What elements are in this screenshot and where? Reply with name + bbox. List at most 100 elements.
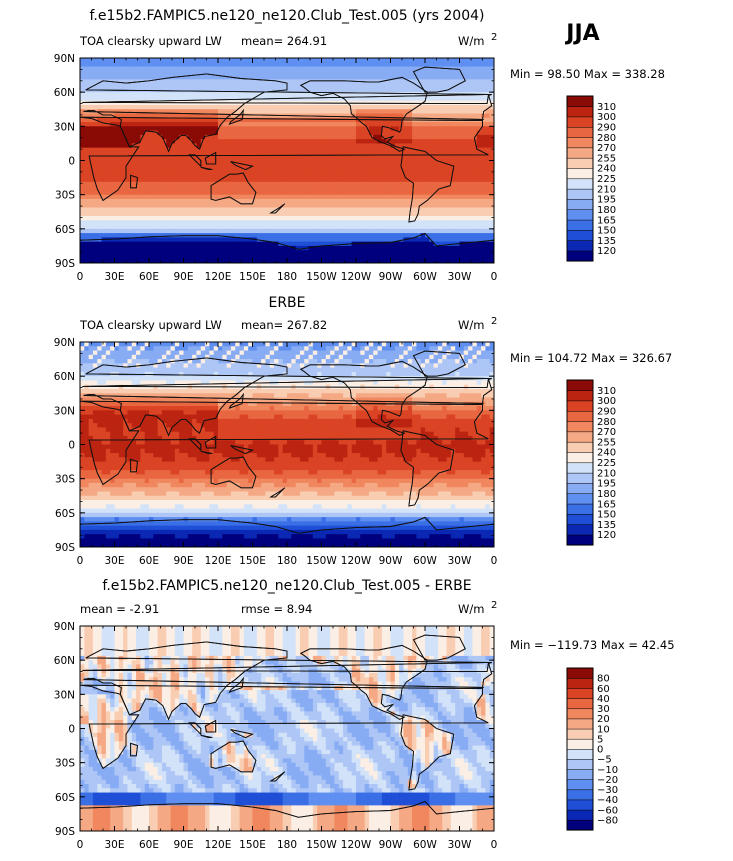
x-tick-label: 120E: [205, 271, 232, 283]
y-tick-label: 0: [68, 156, 75, 168]
colorbar-box: [566, 250, 594, 262]
colorbar-box: [566, 462, 594, 474]
colorbar-box: [566, 799, 594, 811]
colorbar-box: [566, 95, 594, 107]
colorbar-label: −30: [597, 785, 618, 796]
coastline: [269, 771, 286, 782]
colorbar-label: 255: [597, 153, 616, 164]
panel-units-sup: 2: [491, 600, 497, 611]
x-tick-label: 90E: [174, 839, 194, 851]
y-tick-label: 30N: [54, 689, 75, 701]
x-tick-label: 60E: [139, 271, 159, 283]
colorbar-label: 165: [597, 499, 616, 510]
y-tick-label: 90N: [54, 53, 75, 65]
x-tick-label: 180: [277, 271, 297, 283]
colorbar-box: [566, 219, 594, 231]
panel-3: f.e15b2.FAMPIC5.ne120_ne120.Club_Test.00…: [54, 578, 675, 851]
colorbar-box: [566, 698, 594, 710]
colorbar-box: [566, 482, 594, 494]
x-tick-label: 90E: [174, 271, 194, 283]
colorbar-label: −5: [597, 755, 612, 766]
x-tick-label: 30W: [448, 839, 472, 851]
coastline: [80, 516, 494, 547]
colorbar-box: [566, 441, 594, 453]
colorbar-label: 120: [597, 246, 616, 257]
colorbar-label: −20: [597, 775, 618, 786]
colorbar-box: [566, 178, 594, 190]
colorbar-label: 165: [597, 215, 616, 226]
x-tick-label: 180: [277, 839, 297, 851]
colorbar-box: [566, 167, 594, 180]
x-tick-label: 0: [491, 555, 498, 567]
colorbar-label: −60: [597, 805, 618, 816]
coastline: [412, 66, 466, 93]
colorbar-label: 30: [597, 704, 610, 715]
panel-title: f.e15b2.FAMPIC5.ne120_ne120.Club_Test.00…: [102, 578, 471, 594]
y-tick-label: 90S: [55, 542, 75, 554]
colorbar-box: [566, 472, 594, 484]
colorbar-label: 120: [597, 530, 616, 541]
colorbar-box: [566, 819, 594, 831]
coastline: [82, 661, 492, 673]
coastline: [188, 154, 202, 168]
y-tick-label: 90S: [55, 258, 75, 270]
coastline: [200, 450, 213, 455]
coastline: [210, 172, 257, 205]
colorbar-label: 290: [597, 122, 616, 133]
panel-2: ERBE TOA clearsky upward LW mean= 267.82 W/…: [54, 295, 672, 567]
coastline: [210, 740, 257, 773]
colorbar: 1201351501651801952102252402552702802903…: [566, 379, 616, 546]
colorbar-label: 180: [597, 205, 616, 216]
colorbar-box: [566, 718, 594, 730]
colorbar-label: 40: [597, 694, 610, 705]
x-tick-label: 150E: [239, 555, 266, 567]
coastline: [80, 684, 489, 770]
y-tick-label: 30S: [55, 190, 75, 202]
coastline: [228, 676, 244, 693]
colorbar-box: [566, 209, 594, 221]
colorbar-box: [566, 503, 594, 515]
x-tick-label: 90W: [379, 271, 403, 283]
y-tick-label: 60S: [55, 792, 75, 804]
colorbar-label: 195: [597, 479, 616, 490]
panel-mean-label: mean= 267.82: [241, 318, 327, 332]
panel-units: W/m: [458, 318, 484, 332]
x-tick-label: 60W: [413, 839, 437, 851]
colorbar-label: 310: [597, 386, 616, 397]
coastline: [299, 360, 428, 436]
x-tick-label: 120E: [205, 839, 232, 851]
panel-rmse-label: rmse = 8.94: [241, 602, 312, 616]
x-tick-label: 90W: [379, 555, 403, 567]
coastline: [130, 742, 138, 757]
panel-left-label: mean = -2.91: [80, 602, 159, 616]
coastline: [269, 487, 286, 498]
x-tick-label: 30E: [105, 555, 125, 567]
coastline: [130, 174, 138, 189]
y-tick-label: 90S: [55, 826, 75, 838]
panel-units-sup: 2: [491, 32, 497, 43]
colorbar-label: 10: [597, 724, 610, 735]
y-tick-label: 90N: [54, 621, 75, 633]
colorbar-box: [566, 779, 594, 791]
x-tick-label: 180: [277, 555, 297, 567]
colorbar-box: [566, 748, 594, 760]
colorbar-label: 300: [597, 112, 616, 123]
panels: f.e15b2.FAMPIC5.ne120_ne120.Club_Test.00…: [54, 8, 675, 851]
panel-minmax: Min = −119.73 Max = 42.45: [510, 638, 675, 652]
colorbar-label: 135: [597, 236, 616, 247]
x-tick-label: 30E: [105, 271, 125, 283]
colorbar-box: [566, 390, 594, 402]
colorbar-box: [566, 410, 594, 422]
coastline: [82, 93, 492, 105]
coastline: [83, 357, 493, 437]
x-tick-label: 30W: [448, 555, 472, 567]
panel-1: f.e15b2.FAMPIC5.ne120_ne120.Club_Test.00…: [54, 8, 665, 283]
coastline: [412, 350, 466, 377]
x-tick-label: 0: [77, 555, 84, 567]
x-tick-label: 0: [491, 271, 498, 283]
coastline: [299, 644, 428, 720]
colorbar-box: [566, 451, 594, 464]
colorbar-box: [566, 116, 594, 128]
colorbar-box: [566, 728, 594, 740]
coastline: [82, 377, 492, 389]
